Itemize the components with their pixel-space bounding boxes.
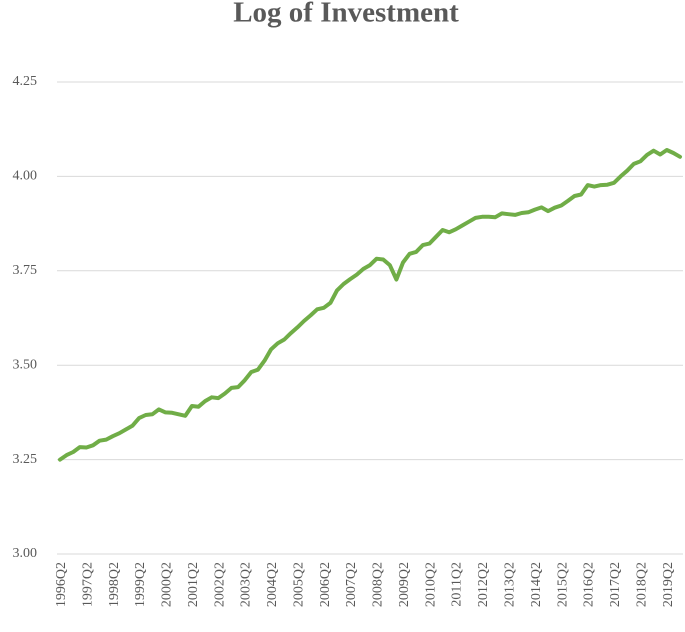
x-tick-label: 2006Q2 bbox=[318, 562, 333, 607]
x-tick-label: 2007Q2 bbox=[344, 562, 359, 607]
x-tick-label: 2003Q2 bbox=[239, 562, 254, 607]
x-tick-label: 2001Q2 bbox=[186, 562, 201, 607]
x-tick-label: 2008Q2 bbox=[371, 562, 386, 607]
y-tick-label: 4.00 bbox=[13, 169, 38, 184]
x-tick-label: 2018Q2 bbox=[634, 562, 649, 607]
x-tick-label: 2004Q2 bbox=[265, 562, 280, 607]
line-series bbox=[58, 148, 682, 462]
x-tick-label: 2009Q2 bbox=[397, 562, 412, 607]
x-tick-label: 2005Q2 bbox=[291, 562, 306, 607]
x-tick-label: 1997Q2 bbox=[80, 562, 95, 607]
x-tick-label: 2015Q2 bbox=[555, 562, 570, 607]
chart-title: Log of Investment bbox=[233, 0, 459, 29]
x-tick-label: 2010Q2 bbox=[423, 562, 438, 607]
x-tick-label: 2012Q2 bbox=[476, 562, 491, 607]
y-tick-label: 3.75 bbox=[13, 263, 38, 278]
x-tick-label: 2013Q2 bbox=[503, 562, 518, 607]
x-tick-label: 2016Q2 bbox=[582, 562, 597, 607]
y-tick-label: 3.25 bbox=[13, 452, 38, 467]
x-tick-label: 2019Q2 bbox=[661, 562, 676, 607]
x-tick-label: 2011Q2 bbox=[450, 562, 465, 607]
x-tick-label: 2002Q2 bbox=[212, 562, 227, 607]
x-tick-label: 2014Q2 bbox=[529, 562, 544, 607]
y-tick-label: 4.25 bbox=[13, 74, 38, 89]
y-tick-label: 3.50 bbox=[13, 357, 38, 372]
x-tick-label: 2000Q2 bbox=[160, 562, 175, 607]
x-tick-label: 1999Q2 bbox=[133, 562, 148, 607]
x-tick-label: 1998Q2 bbox=[107, 562, 122, 607]
x-tick-label: 1996Q2 bbox=[54, 562, 69, 607]
y-tick-label: 3.00 bbox=[13, 546, 38, 561]
x-tick-label: 2017Q2 bbox=[608, 562, 623, 607]
